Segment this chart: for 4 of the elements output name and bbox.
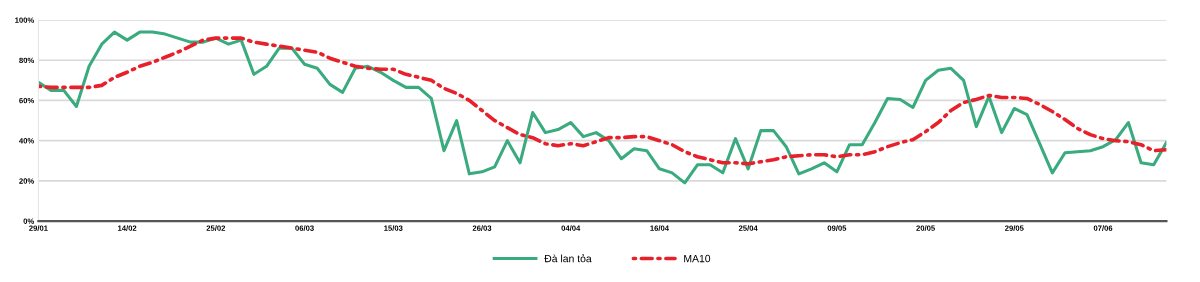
line-series <box>38 36 1167 166</box>
line-series <box>38 30 1167 185</box>
legend-label: Đà lan tỏa <box>544 254 592 263</box>
legend-label: MA10 <box>684 254 711 263</box>
